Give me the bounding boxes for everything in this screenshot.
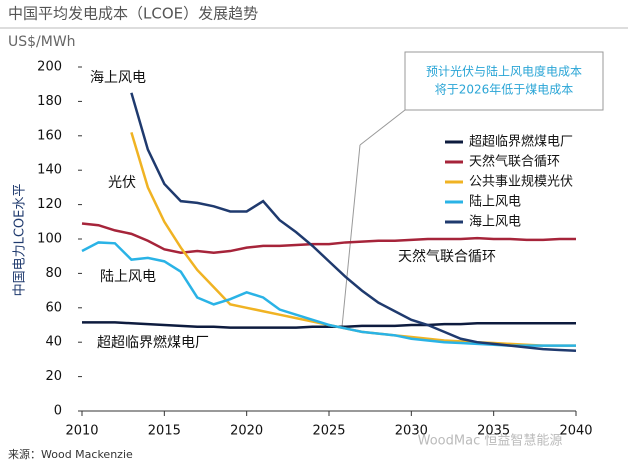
x-tick-label: 2035 (477, 424, 510, 439)
y-tick-label: 40 (45, 335, 62, 350)
callout (359, 109, 406, 146)
y-tick-label: 180 (37, 94, 62, 109)
source: 来源：Wood Mackenzie (8, 447, 133, 461)
callout (341, 144, 361, 328)
legend-label: 公共事业规模光伏 (469, 175, 573, 190)
subtitle: US$/MWh (8, 34, 76, 50)
x-tick-label: 2030 (395, 424, 428, 439)
legend-label: 天然气联合循环 (469, 154, 560, 170)
inline-label: 超超临界燃煤电厂 (97, 334, 209, 351)
y-tick-label: 100 (37, 232, 62, 247)
watermark: WoodMac 恒益智慧能源 (418, 433, 563, 449)
y-tick-label: 200 (37, 60, 62, 75)
annotation-text: 预计光伏与陆上风电度电成本 (426, 64, 582, 79)
chart-title: 中国平均发电成本（LCOE）发展趋势 (8, 5, 258, 23)
y-tick-label: 80 (45, 266, 62, 281)
y-tick-label: 0 (54, 404, 62, 419)
x-tick-label: 2025 (312, 424, 345, 439)
x-tick-label: 2015 (148, 424, 181, 439)
inline-label: 天然气联合循环 (398, 248, 496, 265)
y-axis-label: 中国电力LCOE水平 (13, 184, 28, 297)
y-tick-label: 140 (37, 163, 62, 178)
y-tick-label: 20 (45, 369, 62, 384)
x-tick-label: 2010 (65, 424, 98, 439)
x-tick-label: 2040 (559, 424, 592, 439)
legend-label: 海上风电 (469, 215, 521, 230)
inline-label: 光伏 (108, 175, 136, 191)
y-tick-label: 120 (37, 197, 62, 212)
y-tick-label: 60 (45, 300, 62, 315)
legend-label: 陆上风电 (469, 194, 521, 210)
legend-label: 超超临界燃煤电厂 (469, 134, 573, 150)
series-line (82, 321, 576, 329)
y-tick-label: 160 (37, 128, 62, 143)
series-line (81, 241, 576, 347)
annotation-box (404, 51, 604, 111)
inline-label: 海上风电 (90, 70, 146, 86)
series-line (81, 222, 576, 255)
annotation-text: 将于2026年低于煤电成本 (435, 83, 574, 97)
inline-label: 陆上风电 (100, 269, 156, 285)
x-tick-label: 2020 (230, 424, 263, 439)
series-line (130, 92, 577, 353)
